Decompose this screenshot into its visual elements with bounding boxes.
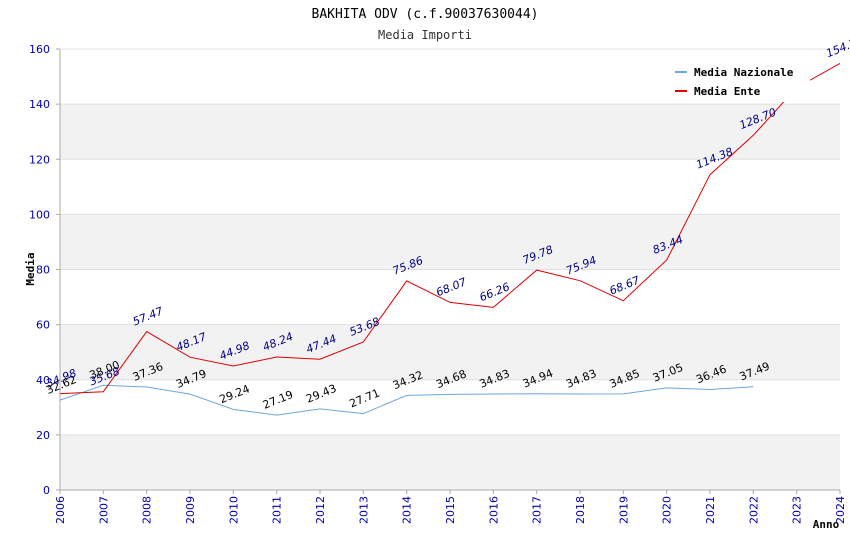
x-tick-label: 2011 xyxy=(271,496,284,524)
y-axis-label: Media xyxy=(24,252,37,285)
x-tick-label: 2013 xyxy=(357,496,370,524)
x-tick-label: 2022 xyxy=(747,496,760,524)
x-tick-label: 2015 xyxy=(444,496,457,524)
x-tick-label: 2006 xyxy=(54,496,67,524)
grid-band xyxy=(60,214,840,270)
x-tick-label: 2018 xyxy=(574,496,587,524)
axes: 0 20 40 60 80 100 120 140 160 2006 2007 2008 2009 201… xyxy=(29,43,847,524)
legend-box xyxy=(669,58,810,102)
legend-entry: Media Nazionale xyxy=(694,66,794,79)
series-line-media-ente xyxy=(59,62,841,395)
x-axis-label: Anno xyxy=(813,518,840,531)
grid-band xyxy=(60,434,840,490)
y-tick-label: 120 xyxy=(29,153,50,166)
y-tick-label: 40 xyxy=(36,374,50,387)
chart-subtitle: Media Importi xyxy=(378,28,472,42)
x-tick-label: 2023 xyxy=(791,496,804,524)
x-tick-label: 2012 xyxy=(314,496,327,524)
y-tick-label: 100 xyxy=(29,208,50,221)
y-tick-label: 0 xyxy=(43,484,50,497)
x-tick-label: 2009 xyxy=(184,496,197,524)
x-tick-label: 2007 xyxy=(97,496,110,524)
x-tick-label: 2019 xyxy=(617,496,630,524)
grid-band xyxy=(60,159,840,215)
y-tick-label: 80 xyxy=(36,264,50,277)
x-tick-label: 2024 xyxy=(834,496,847,524)
series-line-media-nazionale xyxy=(59,384,754,416)
x-tick-label: 2017 xyxy=(531,496,544,524)
x-tick-label: 2010 xyxy=(227,496,240,524)
y-tick-label: 60 xyxy=(36,319,50,332)
x-tick-label: 2014 xyxy=(401,496,414,524)
series-lines xyxy=(59,62,841,416)
x-tick-label: 2016 xyxy=(487,496,500,524)
data-label: 154.77 xyxy=(824,34,850,60)
grid-band xyxy=(60,104,840,160)
y-tick-label: 140 xyxy=(29,98,50,111)
y-tick-label: 20 xyxy=(36,429,50,442)
legend-entry: Media Ente xyxy=(694,85,761,98)
x-tick-label: 2020 xyxy=(661,496,674,524)
grid-bands xyxy=(60,48,840,491)
chart-title: BAKHITA ODV (c.f.90037630044) xyxy=(312,7,539,22)
y-tick-label: 160 xyxy=(29,43,50,56)
grid-band xyxy=(60,269,840,325)
x-tick-label: 2008 xyxy=(141,496,154,524)
grid-band xyxy=(60,379,840,435)
legend: Media Nazionale Media Ente xyxy=(669,58,810,102)
grid-band xyxy=(60,324,840,380)
x-tick-label: 2021 xyxy=(704,496,717,524)
